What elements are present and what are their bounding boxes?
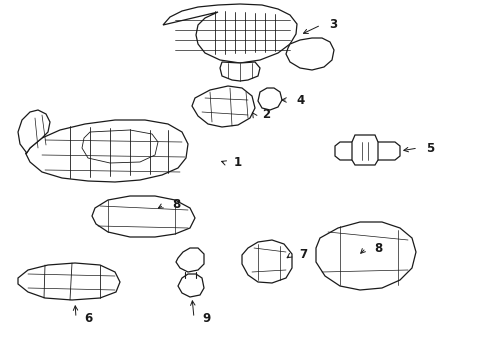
Polygon shape <box>18 110 50 154</box>
Text: 1: 1 <box>234 157 242 170</box>
Text: 6: 6 <box>84 311 92 324</box>
Polygon shape <box>220 62 260 81</box>
Polygon shape <box>92 196 195 237</box>
Polygon shape <box>315 222 415 290</box>
Text: 7: 7 <box>298 248 306 261</box>
Polygon shape <box>163 4 296 63</box>
Polygon shape <box>285 38 333 70</box>
Text: 8: 8 <box>172 198 180 211</box>
Polygon shape <box>26 120 187 182</box>
Polygon shape <box>176 248 203 272</box>
Text: 5: 5 <box>425 141 433 154</box>
Polygon shape <box>178 274 203 297</box>
Polygon shape <box>351 135 377 165</box>
Polygon shape <box>18 263 120 300</box>
Polygon shape <box>242 240 291 283</box>
Polygon shape <box>192 86 254 127</box>
Polygon shape <box>82 130 158 163</box>
Text: 4: 4 <box>295 94 304 107</box>
Text: 2: 2 <box>262 108 269 122</box>
Text: 9: 9 <box>202 311 210 324</box>
Text: 8: 8 <box>373 242 382 255</box>
Polygon shape <box>334 142 399 160</box>
Text: 3: 3 <box>328 18 336 31</box>
Polygon shape <box>258 88 282 110</box>
